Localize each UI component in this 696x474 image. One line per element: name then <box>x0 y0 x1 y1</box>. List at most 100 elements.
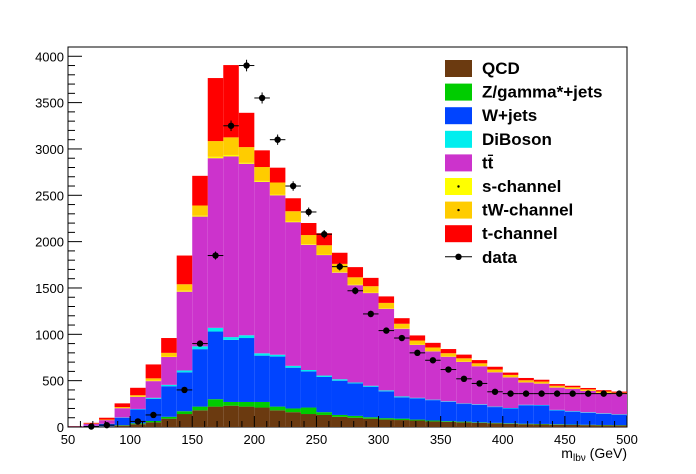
y-tick-label: 1500 <box>35 281 64 296</box>
data-point <box>414 349 421 357</box>
bar-segment <box>285 211 301 222</box>
bar-segment <box>331 416 348 427</box>
bar-segment <box>425 351 441 400</box>
bar-segment <box>176 255 193 285</box>
bar-segment <box>363 385 379 387</box>
bar-segment <box>425 400 441 421</box>
bar-segment <box>300 414 317 427</box>
bar-segment <box>487 369 503 373</box>
x-tick-label: 450 <box>554 432 576 447</box>
bar-segment <box>114 403 131 408</box>
bar-segment <box>285 408 301 413</box>
bar-segment <box>176 284 193 291</box>
bar-segment <box>425 421 441 427</box>
bar-segment <box>238 335 255 339</box>
bar-segment <box>425 342 441 348</box>
bar-segment <box>316 255 332 376</box>
bar-segment <box>285 221 301 223</box>
bar-segment <box>207 331 224 400</box>
bar-segment <box>425 347 441 352</box>
y-tick-label: 3000 <box>35 142 64 157</box>
data-point <box>181 386 188 394</box>
bar-segment <box>564 411 581 425</box>
bar-segment <box>331 414 348 417</box>
bar-segment <box>409 335 426 341</box>
legend-swatch <box>445 130 472 148</box>
data-point <box>569 390 576 397</box>
bar-segment <box>254 407 270 427</box>
bar-segment <box>331 380 348 415</box>
bar-segment <box>223 154 239 157</box>
bar-segment <box>285 365 301 368</box>
bar-segment <box>161 352 177 357</box>
y-tick-label: 2000 <box>35 235 64 250</box>
bar-segment <box>456 422 472 427</box>
bar-segment <box>223 339 239 402</box>
bar-segment <box>300 370 317 372</box>
bar-segment <box>238 338 255 402</box>
bar-segment <box>378 308 395 391</box>
bar-segment <box>549 385 565 388</box>
data-point <box>150 411 157 419</box>
data-points <box>83 59 627 430</box>
legend-swatch <box>445 83 472 101</box>
bar-segment <box>285 367 301 409</box>
bar-segment <box>254 150 270 168</box>
bar-segment <box>580 387 596 390</box>
bar-segment <box>238 406 255 427</box>
bar-segment <box>161 357 177 385</box>
bar-segment <box>533 405 550 424</box>
bar-segment <box>145 397 162 399</box>
bar-segment <box>161 384 177 387</box>
bar-segment <box>394 328 410 397</box>
bar-segment <box>269 182 286 195</box>
data-point <box>367 310 374 318</box>
bar-segment <box>269 354 286 357</box>
bar-segment <box>394 396 410 398</box>
bar-segment <box>207 78 224 142</box>
data-point <box>196 340 204 347</box>
y-tick-label: 0 <box>57 420 64 435</box>
bar-segment <box>471 404 488 423</box>
legend-label: tW-channel <box>482 201 573 220</box>
data-point <box>553 390 561 397</box>
bar-segment <box>223 405 239 427</box>
bar-segment <box>285 222 301 366</box>
data-point <box>429 357 437 364</box>
bar-segment <box>145 381 162 398</box>
bar-segment <box>564 424 581 427</box>
bar-segment <box>409 420 426 427</box>
bar-segment <box>176 290 193 292</box>
bar-segment <box>300 223 317 236</box>
bar-segment <box>161 338 177 353</box>
bar-segment <box>580 390 596 413</box>
bar-segment <box>394 397 410 419</box>
data-point <box>103 421 111 429</box>
data-point <box>476 380 483 387</box>
bar-segment <box>347 267 364 278</box>
bar-segment <box>378 418 395 420</box>
legend-label: W+jets <box>482 106 537 125</box>
x-tick-label: 50 <box>61 432 75 447</box>
legend-swatch <box>445 60 472 77</box>
bar-segment <box>378 391 395 419</box>
bar-segment <box>533 424 550 427</box>
legend-swatch-dot <box>457 185 460 188</box>
bar-segment <box>238 147 255 163</box>
data-point <box>258 94 266 102</box>
bar-segment <box>207 327 224 332</box>
bar-segment <box>207 158 224 328</box>
bar-segment <box>207 141 224 157</box>
bar-segment <box>269 195 286 355</box>
bar-segment <box>238 112 255 148</box>
bar-segment <box>316 376 332 413</box>
bar-segment <box>595 413 612 425</box>
x-tick-label: 350 <box>430 432 452 447</box>
legend-swatch-dot <box>457 208 460 212</box>
legend-swatch <box>445 225 472 243</box>
bar-segment <box>440 421 457 422</box>
bar-segment <box>254 353 270 356</box>
bar-segment <box>207 156 224 159</box>
legend-swatch <box>445 154 472 172</box>
